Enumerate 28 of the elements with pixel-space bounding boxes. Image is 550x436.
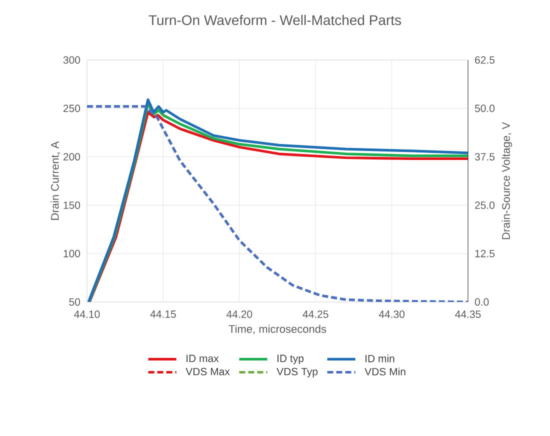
legend-label: VDS Max [186,368,230,376]
legend-label: ID min [366,354,394,362]
legend-label: ID max [186,354,219,362]
y2-tick-label: 37.5 [474,153,495,161]
x-tick-label: 44.20 [226,310,252,318]
y-tick-label: 250 [63,104,80,112]
legend-label: VDS Typ [276,368,318,378]
x-tick-label: 44.15 [150,310,176,318]
x-axis-title: Time, microseconds [228,324,326,334]
y2-axis-title: Drain-Source Voltage, V [502,122,512,240]
y-tick-label: 50 [69,298,80,306]
y2-tick-label: 25.0 [475,201,495,209]
x-tick-label: 44.35 [455,310,481,318]
x-tick-label: 44.30 [378,310,405,318]
y-tick-label: 300 [63,56,80,64]
legend-label: VDS Min [364,368,406,376]
y-tick-label: 100 [64,250,80,258]
y-axis-title: Drain Current, A [50,141,60,220]
y-tick-label: 150 [64,201,80,209]
x-tick-label: 44.25 [302,310,328,318]
chart-title: Turn-On Waveform - Well-Matched Parts [148,14,402,26]
y2-tick-label: 50.0 [474,104,495,112]
legend-label: ID typ [278,354,304,364]
y2-tick-label: 12.5 [475,250,495,258]
y-tick-label: 200 [63,153,80,161]
y2-tick-label: 62.5 [475,56,495,64]
x-tick-label: 44.10 [74,310,100,318]
y2-tick-label: 0.0 [474,298,489,306]
